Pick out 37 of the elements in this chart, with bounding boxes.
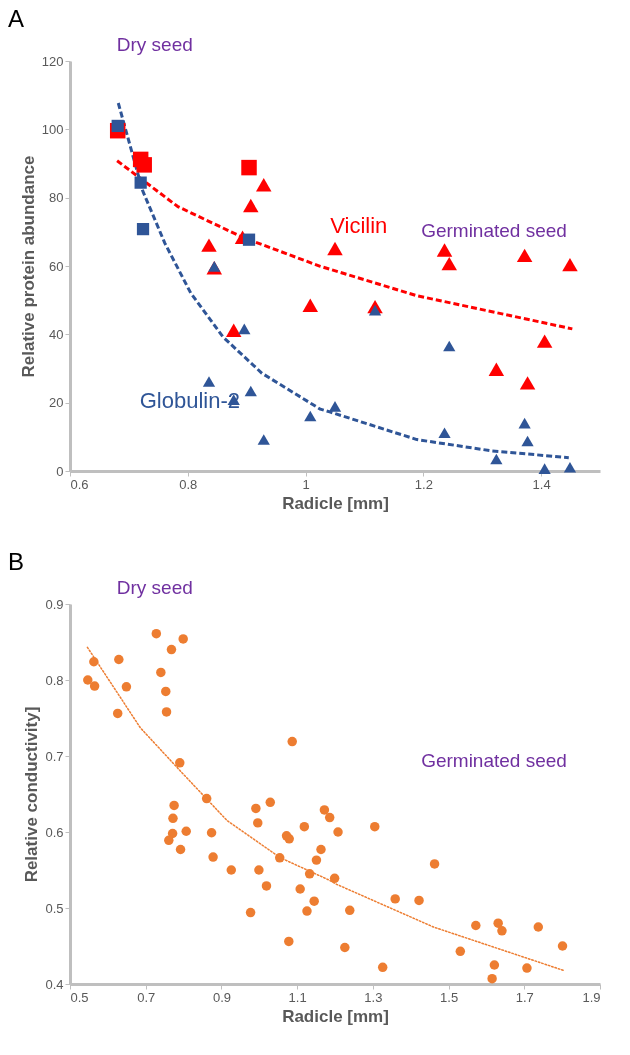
y-tick-label: 0.6 xyxy=(45,824,64,840)
y-axis-title: Relative conductivity] xyxy=(22,706,42,883)
y-tick-label: 20 xyxy=(49,395,64,411)
text: Dry seed xyxy=(116,34,193,55)
x-tick-label: 0.7 xyxy=(137,989,156,1005)
y-axis-title: Relative protein abundance xyxy=(18,155,38,378)
series-label: Vicilin xyxy=(330,213,388,239)
y-tick-label: 60 xyxy=(49,258,64,274)
x-tick-label: 0.8 xyxy=(179,476,198,492)
x-tick-label: 1.4 xyxy=(532,476,551,492)
text: Dry seed xyxy=(116,577,193,598)
chart-title: A xyxy=(8,5,25,32)
y-tick-label: 0.4 xyxy=(45,976,64,992)
x-axis-title: Radicle [mm] xyxy=(282,493,389,513)
y-tick-label: 0.8 xyxy=(45,672,64,688)
x-tick-label: 0.6 xyxy=(70,476,89,492)
y-tick-label: 120 xyxy=(41,53,64,69)
x-tick-label: 1.9 xyxy=(582,989,601,1005)
x-tick-label: 1.5 xyxy=(440,989,459,1005)
y-tick-label: 80 xyxy=(49,190,64,206)
chart-title: B xyxy=(8,548,25,575)
y-tick-label: 100 xyxy=(41,121,64,137)
y-tick-label: 0.9 xyxy=(45,596,64,612)
x-tick-label: 0.5 xyxy=(70,989,89,1005)
y-tick-label: 40 xyxy=(49,326,64,342)
x-tick-label: 1.1 xyxy=(288,989,307,1005)
y-tick-label: 0 xyxy=(56,463,64,479)
x-axis-title: Radicle [mm] xyxy=(282,1006,389,1026)
x-tick-label: 1.7 xyxy=(515,989,534,1005)
x-tick-label: 1.2 xyxy=(414,476,433,492)
x-tick-label: 1.3 xyxy=(364,989,383,1005)
y-tick-label: 0.5 xyxy=(45,900,64,916)
y-tick-label: 0.7 xyxy=(45,748,64,764)
annotation: Germinated seed xyxy=(421,220,567,242)
x-tick-label: 1 xyxy=(302,476,310,492)
annotation: Germinated seed xyxy=(421,750,567,772)
x-tick-label: 0.9 xyxy=(212,989,231,1005)
